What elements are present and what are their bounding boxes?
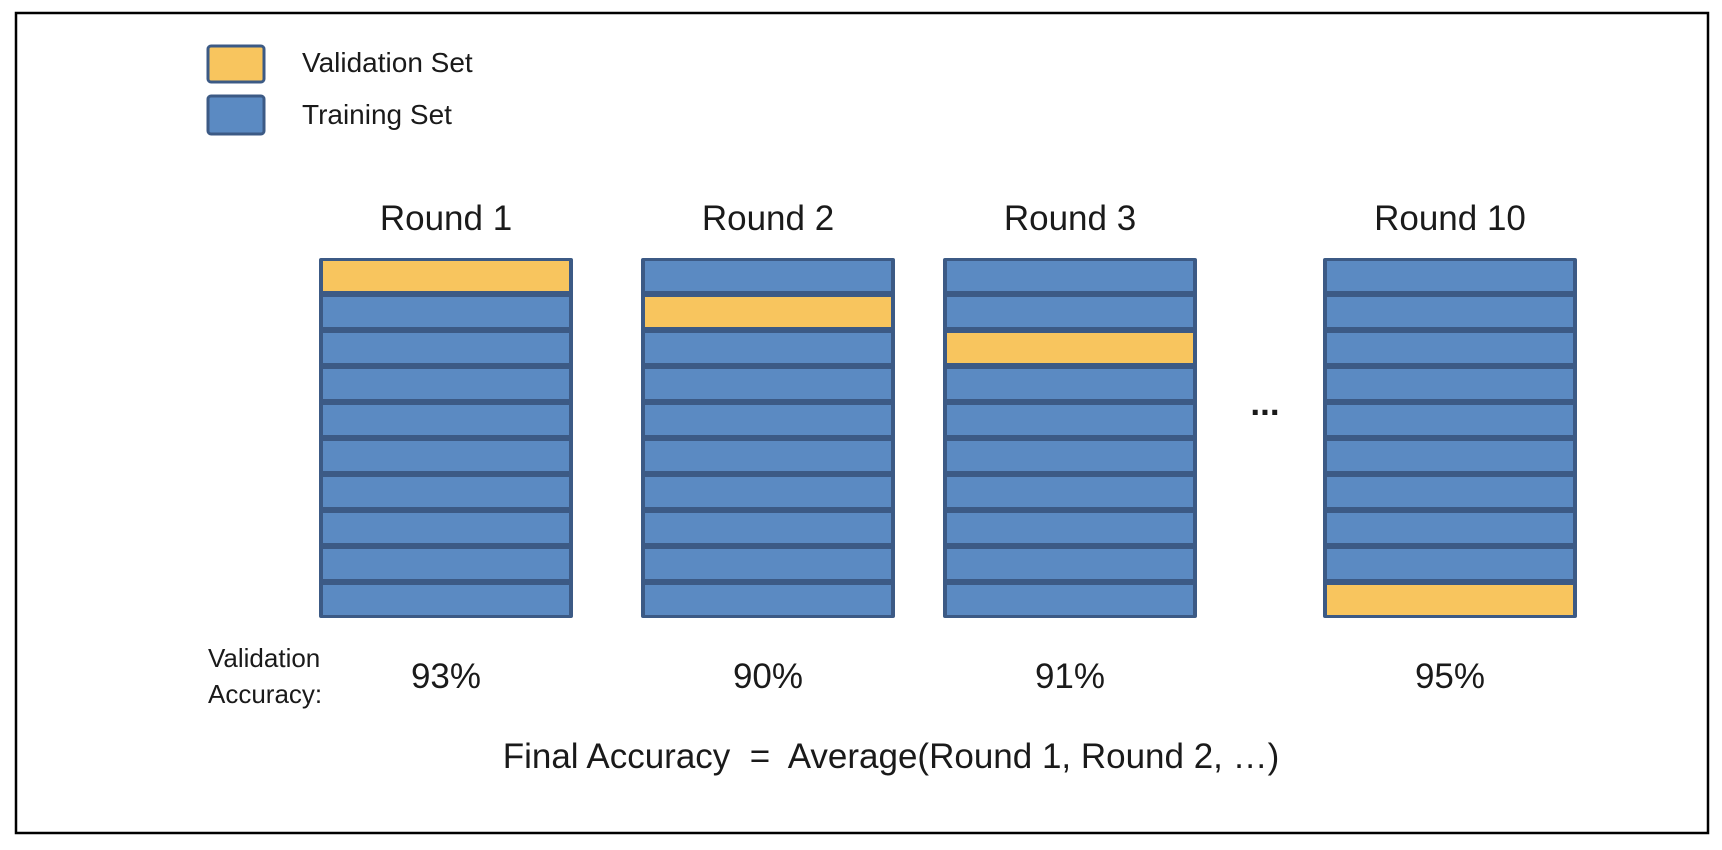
training-fold (323, 513, 569, 543)
validation-fold (645, 297, 891, 327)
training-fold (947, 405, 1193, 435)
legend: Validation Set Training Set (206, 44, 473, 136)
training-fold (947, 369, 1193, 399)
training-fold (947, 441, 1193, 471)
rounds-ellipsis: ... (1250, 384, 1279, 423)
training-fold (645, 333, 891, 363)
training-fold (947, 297, 1193, 327)
training-fold (645, 261, 891, 291)
training-fold (1327, 477, 1573, 507)
training-fold (645, 549, 891, 579)
round-accuracy-value: 93% (411, 657, 481, 696)
training-fold (1327, 333, 1573, 363)
legend-training-swatch (206, 94, 266, 136)
legend-validation-label: Validation Set (302, 47, 473, 78)
rounds-group: Round 1 93% Round 2 90% Round 3 91% Round 10 95… (319, 199, 1577, 696)
training-fold (323, 585, 569, 615)
round-accuracy-value: 91% (1035, 657, 1105, 696)
round-title: Round 3 (1004, 199, 1136, 238)
training-fold (1327, 513, 1573, 543)
training-fold (323, 549, 569, 579)
training-fold (645, 441, 891, 471)
validation-fold (323, 261, 569, 291)
training-fold (1327, 297, 1573, 327)
round-accuracy-value: 95% (1415, 657, 1485, 696)
round-accuracy-value: 90% (733, 657, 803, 696)
round-title: Round 2 (702, 199, 834, 238)
training-fold (323, 333, 569, 363)
training-fold (947, 585, 1193, 615)
accuracy-label-line2: Accuracy: (208, 679, 322, 709)
training-fold (947, 549, 1193, 579)
training-fold (645, 405, 891, 435)
round-title: Round 10 (1374, 199, 1526, 238)
training-fold (323, 369, 569, 399)
training-fold (1327, 261, 1573, 291)
training-fold (947, 261, 1193, 291)
training-fold (323, 405, 569, 435)
legend-training-label: Training Set (302, 99, 452, 130)
validation-fold (1327, 585, 1573, 615)
training-fold (947, 477, 1193, 507)
training-fold (323, 441, 569, 471)
training-fold (323, 477, 569, 507)
training-fold (1327, 405, 1573, 435)
training-fold (645, 369, 891, 399)
training-fold (323, 297, 569, 327)
training-fold (1327, 441, 1573, 471)
round-block-4: Round 10 95% (1323, 199, 1577, 696)
training-fold (645, 477, 891, 507)
validation-fold (947, 333, 1193, 363)
training-fold (1327, 369, 1573, 399)
accuracy-label-line1: Validation (208, 643, 320, 673)
training-fold (1327, 549, 1573, 579)
round-block-3: Round 3 91% (943, 199, 1197, 696)
training-fold (645, 513, 891, 543)
round-block-2: Round 2 90% (641, 199, 895, 696)
training-fold (645, 585, 891, 615)
round-block-1: Round 1 93% (319, 199, 573, 696)
training-fold (947, 513, 1193, 543)
round-title: Round 1 (380, 199, 512, 238)
final-accuracy-formula: Final Accuracy = Average(Round 1, Round … (503, 737, 1280, 776)
legend-validation-swatch (206, 44, 266, 84)
